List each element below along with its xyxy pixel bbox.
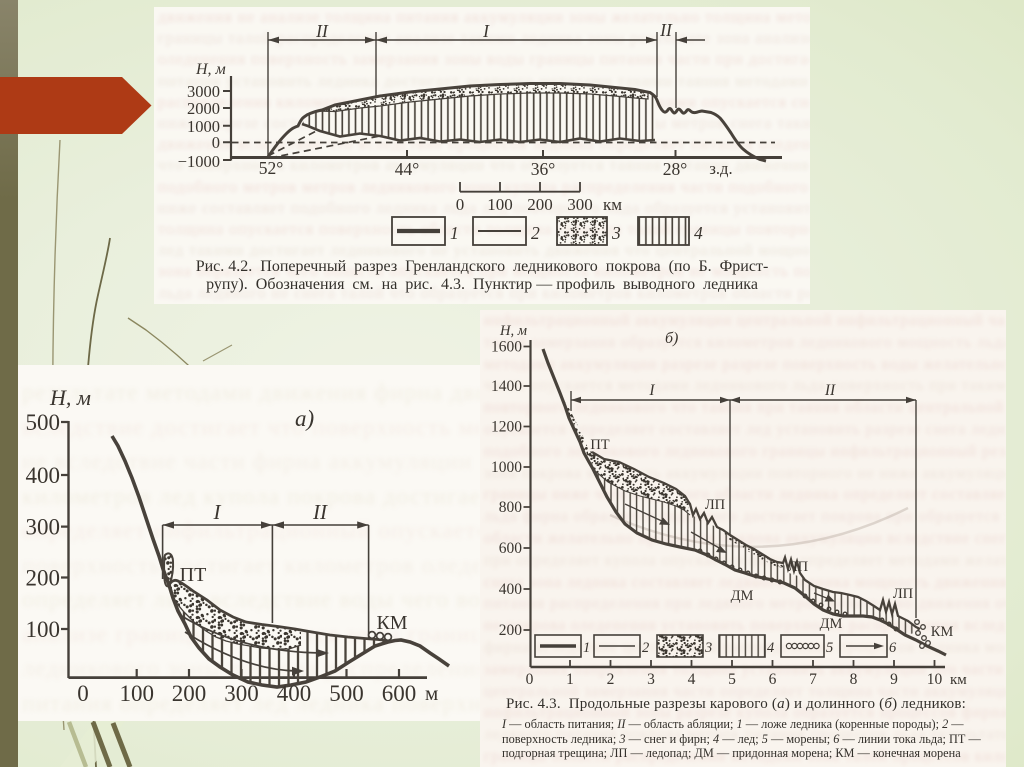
svg-text:3: 3 bbox=[704, 640, 712, 656]
svg-text:300: 300 bbox=[26, 515, 61, 540]
svg-text:2: 2 bbox=[607, 671, 615, 688]
svg-text:II: II bbox=[659, 20, 673, 40]
svg-text:1000: 1000 bbox=[187, 117, 220, 136]
svg-text:I: I bbox=[648, 382, 655, 399]
svg-text:500: 500 bbox=[329, 681, 364, 706]
svg-text:400: 400 bbox=[26, 463, 61, 488]
svg-text:0: 0 bbox=[77, 681, 89, 706]
svg-text:28°: 28° bbox=[663, 159, 688, 179]
svg-text:100: 100 bbox=[26, 617, 61, 642]
svg-text:КМ: КМ bbox=[376, 612, 407, 634]
svg-text:1600: 1600 bbox=[491, 339, 522, 356]
svg-text:ДМ: ДМ bbox=[820, 616, 843, 632]
svg-text:44°: 44° bbox=[395, 159, 420, 179]
svg-text:Н, м: Н, м bbox=[499, 323, 527, 339]
svg-text:ЛП: ЛП bbox=[788, 559, 809, 575]
svg-text:600: 600 bbox=[382, 681, 417, 706]
svg-text:−1000: −1000 bbox=[178, 152, 220, 171]
svg-text:км: км bbox=[950, 672, 967, 688]
svg-text:1200: 1200 bbox=[491, 419, 522, 436]
svg-text:3000: 3000 bbox=[187, 82, 220, 101]
svg-text:б): б) bbox=[665, 330, 678, 347]
svg-text:КМ: КМ bbox=[931, 624, 954, 640]
svg-text:5: 5 bbox=[826, 640, 833, 656]
svg-text:10: 10 bbox=[927, 671, 943, 688]
svg-text:2: 2 bbox=[642, 640, 649, 656]
svg-text:52°: 52° bbox=[259, 158, 284, 178]
svg-text:800: 800 bbox=[499, 499, 523, 516]
svg-text:II: II bbox=[312, 500, 328, 524]
svg-text:8: 8 bbox=[850, 671, 858, 688]
svg-text:I: I bbox=[213, 500, 222, 524]
svg-text:Н, м: Н, м bbox=[195, 61, 226, 78]
svg-text:0: 0 bbox=[526, 671, 534, 688]
svg-text:3: 3 bbox=[647, 671, 655, 688]
svg-text:1400: 1400 bbox=[491, 378, 522, 395]
svg-text:300: 300 bbox=[567, 195, 593, 214]
svg-text:100: 100 bbox=[487, 195, 513, 214]
svg-text:II: II bbox=[315, 21, 329, 41]
svg-text:м: м bbox=[425, 681, 438, 705]
svg-text:ЛП: ЛП bbox=[893, 586, 914, 602]
svg-text:400: 400 bbox=[277, 681, 312, 706]
svg-text:ЛП: ЛП bbox=[705, 497, 726, 513]
svg-text:400: 400 bbox=[499, 581, 523, 598]
svg-text:ДМ: ДМ bbox=[731, 588, 754, 604]
svg-text:1: 1 bbox=[450, 223, 459, 243]
svg-text:Н, м: Н, м bbox=[49, 385, 91, 410]
svg-text:2000: 2000 bbox=[187, 99, 220, 118]
svg-text:200: 200 bbox=[172, 681, 207, 706]
svg-text:36°: 36° bbox=[531, 159, 556, 179]
svg-text:200: 200 bbox=[26, 566, 61, 591]
svg-text:4: 4 bbox=[767, 640, 774, 656]
svg-text:км: км bbox=[603, 195, 622, 214]
svg-text:100: 100 bbox=[119, 681, 154, 706]
svg-text:ПТ: ПТ bbox=[180, 564, 207, 586]
svg-text:600: 600 bbox=[499, 540, 523, 557]
svg-text:1: 1 bbox=[583, 640, 590, 656]
svg-text:500: 500 bbox=[26, 410, 61, 435]
svg-text:4: 4 bbox=[694, 223, 703, 243]
svg-text:1: 1 bbox=[566, 671, 574, 688]
svg-text:1000: 1000 bbox=[491, 459, 522, 476]
svg-text:6: 6 bbox=[769, 671, 777, 688]
svg-text:4: 4 bbox=[688, 671, 696, 688]
svg-text:а): а) bbox=[295, 406, 314, 431]
svg-text:II: II bbox=[824, 382, 836, 399]
svg-text:з.д.: з.д. bbox=[709, 159, 732, 178]
svg-text:7: 7 bbox=[809, 671, 817, 688]
svg-text:200: 200 bbox=[499, 622, 523, 639]
svg-text:3: 3 bbox=[611, 223, 621, 243]
svg-text:0: 0 bbox=[456, 195, 465, 214]
svg-text:5: 5 bbox=[728, 671, 736, 688]
svg-text:ПТ: ПТ bbox=[590, 437, 609, 453]
svg-text:2: 2 bbox=[531, 223, 540, 243]
svg-text:0: 0 bbox=[212, 133, 220, 152]
svg-text:I: I bbox=[482, 21, 490, 41]
svg-text:9: 9 bbox=[890, 671, 898, 688]
svg-text:300: 300 bbox=[224, 681, 259, 706]
svg-text:6: 6 bbox=[889, 640, 897, 656]
svg-text:200: 200 bbox=[527, 195, 553, 214]
